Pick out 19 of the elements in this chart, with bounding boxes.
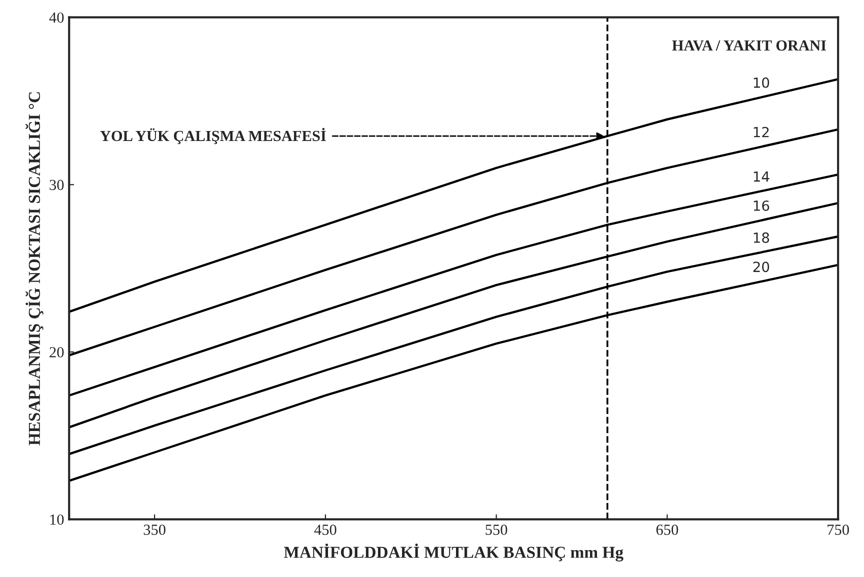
x-tick-label: 450 [314,524,336,535]
x-tick-label: 750 [828,524,849,535]
x-axis-title: MANİFOLDDAKİ MUTLAK BASINÇ mm Hg [284,544,624,562]
legend-title: HAVA / YAKIT ORANI [672,40,826,51]
y-tick-label: 10 [50,514,64,525]
y-tick-label: 20 [50,347,64,358]
series-label: 18 [754,232,770,243]
series-label: 12 [754,126,769,138]
annotation: YOL YÜK ÇALIŞMA MESAFESİ [100,128,326,144]
series-label: 20 [753,262,770,272]
y-tick-label: 40 [49,12,64,23]
series-label: 10 [754,77,770,88]
y-axis-title: HESAPLANMIŞ ÇİĞ NOKTASI SICAKLIĞI °C [25,92,44,446]
series-label: 16 [754,200,770,211]
x-tick-label: 650 [656,524,678,535]
x-tick-label: 550 [486,524,508,535]
x-tick-label: 350 [144,524,166,535]
y-tick-label: 30 [50,180,64,190]
series-label: 14 [754,171,770,182]
